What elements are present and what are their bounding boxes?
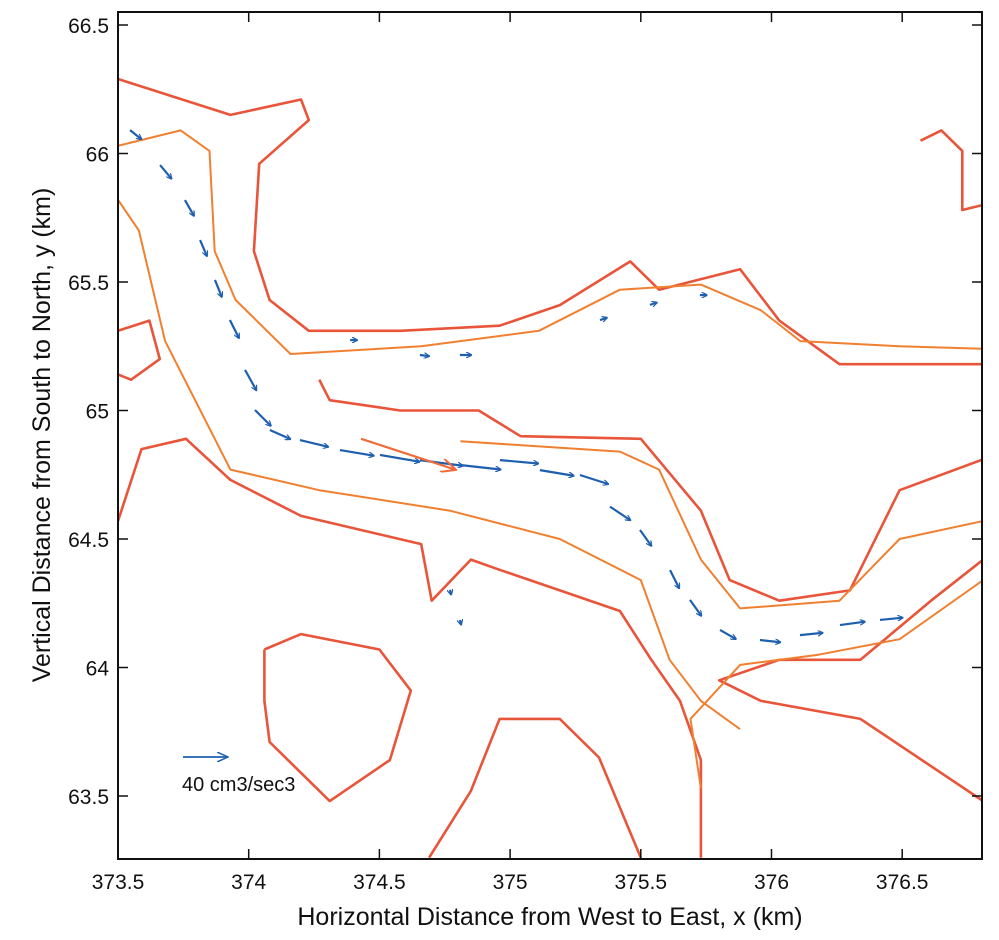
y-tick-label: 63.5 [68, 786, 109, 809]
velocity-vectors [129, 129, 903, 642]
velocity-vector [460, 620, 461, 625]
contour-line-inner [118, 129, 982, 355]
velocity-vector [419, 355, 429, 356]
y-tick-label: 65.5 [68, 272, 109, 295]
y-tick-label: 64.5 [68, 529, 109, 552]
y-axis-title: Vertical Distance from South to North, y… [28, 188, 56, 683]
x-tick-label: 375 [493, 871, 528, 894]
velocity-vector [879, 618, 903, 620]
y-tick-label: 66 [86, 144, 109, 167]
contour-line-outer [318, 379, 982, 603]
x-tick-label: 375.5 [615, 871, 668, 894]
contour-line-inner [118, 199, 741, 731]
velocity-vector [159, 164, 171, 179]
x-tick-label: 374.5 [353, 871, 406, 894]
velocity-vector [339, 448, 374, 456]
velocity-vector [228, 319, 239, 338]
velocity-vector [379, 453, 419, 462]
velocity-vector [459, 463, 501, 470]
x-tick-label: 376.5 [876, 871, 929, 894]
x-tick-label: 373.5 [92, 871, 145, 894]
contour-lines [118, 77, 982, 859]
x-axis-title: Horizontal Distance from West to East, x… [297, 903, 802, 931]
y-tick-label: 66.5 [68, 15, 109, 38]
velocity-vector [669, 569, 679, 588]
x-tick-label: 376 [754, 871, 789, 894]
x-tick-label: 374 [231, 871, 266, 894]
plot-frame [117, 11, 983, 860]
velocity-vector [719, 629, 736, 639]
velocity-vector [269, 429, 290, 439]
velocity-vector [254, 409, 271, 426]
velocity-vector [689, 599, 701, 616]
velocity-vector [759, 640, 780, 642]
contour-line-outer [118, 77, 982, 366]
mean-flow-arrow [360, 437, 455, 470]
velocity-vector [450, 590, 451, 595]
contour-line-outer [118, 437, 703, 858]
velocity-vector [213, 279, 222, 297]
velocity-vector [799, 633, 823, 635]
velocity-vector [649, 303, 657, 305]
velocity-vector [299, 438, 328, 447]
legend: 40 cm3/sec3 [182, 757, 295, 796]
velocity-vector [639, 529, 651, 546]
velocity-vector [129, 129, 141, 139]
velocity-vector [244, 369, 256, 390]
velocity-vector [499, 459, 538, 463]
contour-line-outer [118, 319, 162, 382]
contour-line-outer [919, 129, 982, 212]
contour-line-outer [263, 632, 413, 803]
velocity-vector [539, 469, 574, 476]
contour-line-outer [717, 558, 982, 802]
velocity-vector [183, 199, 194, 216]
y-tick-label: 65 [86, 401, 109, 424]
velocity-vector [579, 473, 608, 484]
contour-line-inner [689, 579, 982, 789]
velocity-vector [839, 622, 865, 627]
legend-label: 40 cm3/sec3 [182, 774, 295, 796]
contour-line-inner [460, 440, 982, 610]
axis-ticks: 373.5 374 374.5 375 375.5 376 376.5 63.5 64 64.5 6… [68, 12, 982, 894]
velocity-vector [599, 318, 607, 320]
velocity-vector [199, 239, 207, 256]
y-tick-label: 64 [86, 658, 110, 681]
contour-line-outer [427, 717, 642, 859]
velocity-vector [609, 505, 630, 520]
